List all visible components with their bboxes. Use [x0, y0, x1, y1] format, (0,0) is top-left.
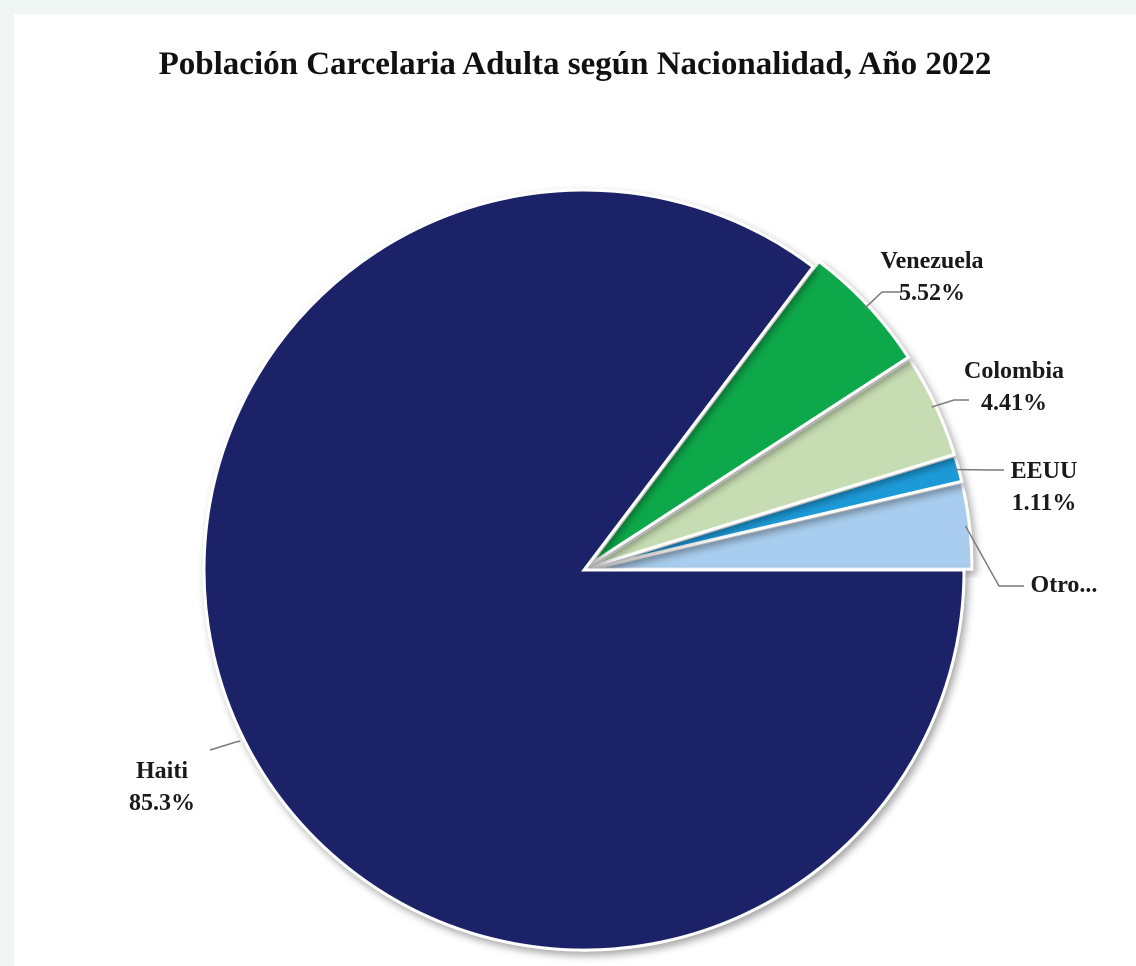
slice-label: Venezuela	[880, 248, 983, 274]
slice-label: Colombia	[964, 358, 1064, 384]
leader-line	[954, 468, 1004, 471]
pie-slice-haiti	[202, 188, 966, 952]
leader-line	[931, 399, 969, 408]
leader-line	[209, 740, 241, 751]
chart-title: Población Carcelaria Adulta según Nacion…	[158, 46, 992, 82]
slice-label: Haiti	[136, 758, 188, 784]
pie-chart: Haiti 85.3% Venezuela 5.52% Colombia 4.41% EEU…	[129, 188, 1098, 952]
slice-value-label: 5.52%	[899, 280, 965, 306]
slice-value-label: 1.11%	[1012, 490, 1077, 516]
slice-value-label: 4.41%	[981, 390, 1047, 416]
leader-line	[864, 291, 902, 309]
slice-label: EEUU	[1011, 458, 1078, 484]
chart-frame: Población Carcelaria Adulta según Nacion…	[14, 14, 1136, 966]
slice-value-label: 85.3%	[129, 790, 195, 816]
slice-label: Otro...	[1031, 572, 1098, 598]
leader-line	[964, 525, 1024, 587]
